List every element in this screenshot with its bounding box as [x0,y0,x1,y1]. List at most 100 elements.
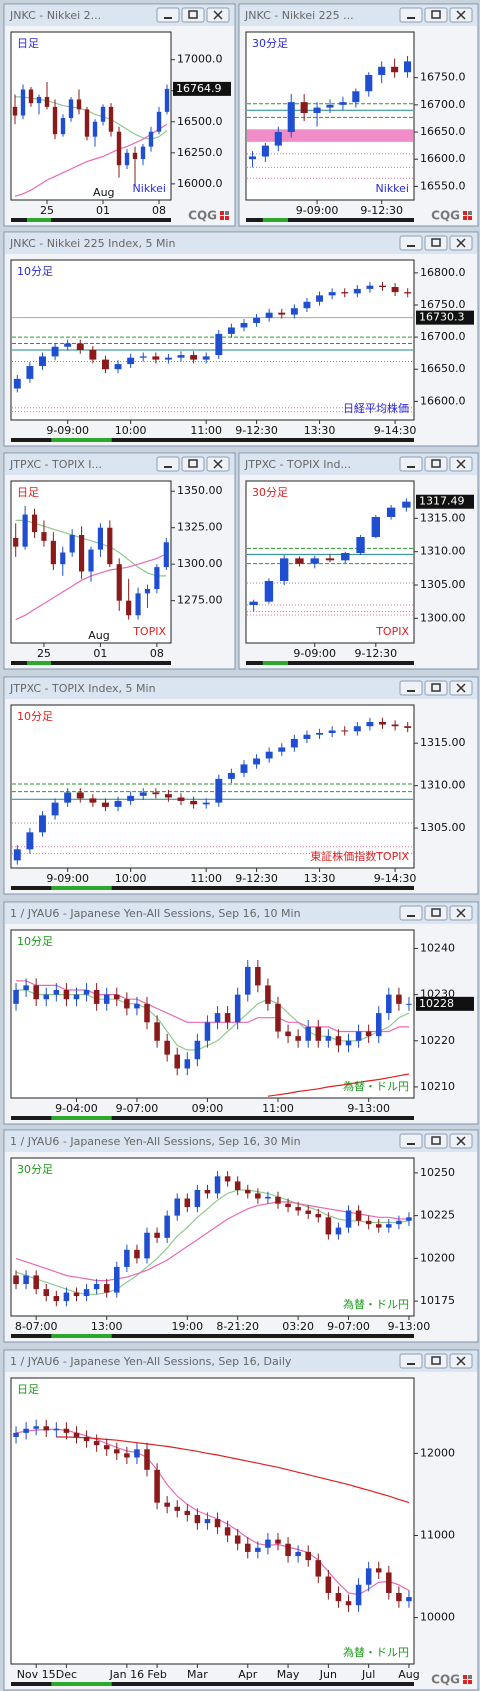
minimize-button[interactable] [399,7,423,23]
candle-body [204,1022,211,1041]
restore-button[interactable] [181,7,205,23]
close-icon [456,908,466,918]
candle-body [316,295,324,302]
close-button[interactable] [449,1353,473,1369]
x-tick-label: 9-13:00 [347,1102,390,1115]
candle-body [154,567,160,589]
restore-button[interactable] [424,905,448,921]
restore-button[interactable] [424,1353,448,1369]
candle-body [93,1441,100,1446]
candle-body [404,292,412,294]
minimize-button[interactable] [156,7,180,23]
candle-body [154,1232,160,1238]
candle-body [375,1013,382,1037]
candle-body [107,527,113,565]
candle-body [316,733,324,735]
restore-button[interactable] [424,680,448,696]
restore-button[interactable] [424,1133,448,1149]
minimize-button[interactable] [399,456,423,472]
close-button[interactable] [449,7,473,23]
timeframe-label: 30分足 [252,37,288,50]
candle-body [386,1572,392,1593]
x-tick-label: 9-12:30 [360,204,403,217]
candle-body [234,1181,241,1190]
candle-body [33,1426,39,1429]
x-tick-label: Aug [398,1668,419,1681]
candle-body [353,726,361,732]
y-tick-label: 10000 [420,1611,455,1624]
restore-button[interactable] [181,456,205,472]
candle-body [279,558,289,581]
candle-body [248,156,257,160]
candle-body [215,333,223,356]
logo: CQG [188,209,217,223]
minimize-button[interactable] [399,1133,423,1149]
minimize-button[interactable] [156,456,180,472]
candle-body [224,1013,231,1023]
x-tick-label: 08 [150,647,164,660]
candle-body [355,1031,362,1041]
y-tick-label: 16000.0 [177,177,223,190]
y-tick-label: 1315.00 [420,511,466,524]
close-button[interactable] [449,1133,473,1149]
restore-button[interactable] [424,235,448,251]
x-tick-label: 9-07:00 [116,1102,159,1115]
button-frame [156,7,180,23]
window-title: 1 / JYAU6 - Japanese Yen-All Sessions, S… [10,907,301,920]
close-button[interactable] [206,456,230,472]
close-button[interactable] [449,680,473,696]
candle-body [265,312,273,318]
logo-mark [463,211,467,215]
restore-button[interactable] [424,456,448,472]
candle-body [253,317,261,323]
candle-body [328,730,336,734]
candle-body [345,1601,352,1606]
candle-body [184,1510,191,1515]
restore-icon [431,459,441,468]
candle-body [265,751,273,759]
x-tick-label: 01 [96,204,110,217]
candle-body [315,1026,322,1041]
button-frame [424,1133,448,1149]
x-tick-label: 10:00 [115,424,147,437]
y-tick-label: 1305.00 [420,821,466,834]
restore-button[interactable] [424,7,448,23]
candle-body [375,1568,382,1573]
window-title: 1 / JYAU6 - Japanese Yen-All Sessions, S… [10,1135,301,1148]
x-tick-label: 08 [152,204,166,217]
candle-body [63,1292,70,1302]
close-button[interactable] [449,456,473,472]
close-button[interactable] [206,7,230,23]
plot-content: 9-09:00 10:00 11:00 9-12:30 13:30 9-14:30 [12,281,416,437]
close-icon [213,459,223,469]
plot-content: 25 01 08 [12,82,170,217]
candle-body [194,1514,201,1524]
y-tick-label: 16700.0 [420,98,466,111]
candle-body [89,349,97,360]
candle-body [36,96,42,104]
logo: CQG [431,1673,460,1687]
last-price-label: 10228 [419,997,454,1010]
minimize-button[interactable] [399,235,423,251]
candle-body [126,600,132,616]
candle-body [76,343,84,350]
y-tick-label: 10175 [420,1294,455,1307]
plot-content: 9-09:00 9-12:30 [247,498,413,660]
candle-body [140,146,146,160]
minimize-button[interactable] [399,1353,423,1369]
minimize-button[interactable] [399,680,423,696]
candle-body [335,1227,342,1235]
close-button[interactable] [449,235,473,251]
x-tick-label: 9-12:30 [235,872,278,885]
close-button[interactable] [449,905,473,921]
last-price-tag [416,494,474,509]
minimize-button[interactable] [399,905,423,921]
candle-body [73,1432,80,1437]
candle-body [215,778,223,803]
x-tick-label: 25 [40,204,54,217]
y-tick-label: 10225 [420,1209,455,1222]
x-tick-label: Nov 15 [17,1668,56,1681]
moving-average [15,1201,409,1282]
chart-window: JTPXC - TOPIX I... 25 01 08 1350.00 1325.00 13… [3,452,236,670]
moving-average [267,1073,410,1097]
